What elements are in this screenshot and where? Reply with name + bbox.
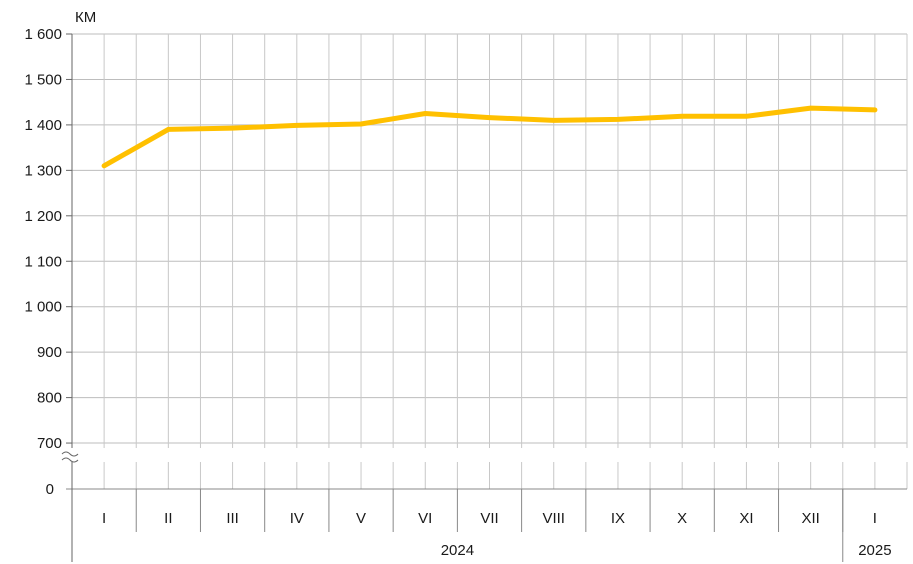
axis-break-mark	[61, 457, 79, 463]
x-tick-label: XI	[739, 510, 753, 527]
y-unit-label: КМ	[75, 9, 96, 26]
x-tick-label: X	[677, 510, 687, 527]
y-tick-labels: 1 600 1 500 1 400 1 300 1 200 1 100 1 000 900 80…	[24, 26, 62, 498]
series-layer	[101, 105, 878, 169]
x-year-label: 2025	[858, 542, 891, 559]
y-tick-label: 1 300	[24, 162, 62, 179]
y-tick-label: 800	[37, 390, 62, 407]
y-tick-label: 900	[37, 344, 62, 361]
x-tick-label: XII	[801, 510, 819, 527]
series-line	[101, 105, 878, 169]
y-tick-label: 1 200	[24, 208, 62, 225]
x-tick-label: V	[356, 510, 366, 527]
x-tick-label: II	[164, 510, 172, 527]
x-tick-label: IV	[290, 510, 304, 527]
grid-layer	[72, 33, 908, 489]
y-tick-label: 1 100	[24, 253, 62, 270]
x-tick-label: VIII	[542, 510, 565, 527]
y-tick-label: 1 500	[24, 71, 62, 88]
x-tick-label: IX	[611, 510, 625, 527]
x-tick-label: VII	[480, 510, 498, 527]
x-tick-label: I	[102, 510, 106, 527]
axis-layer	[61, 33, 907, 562]
y-zero-label: 0	[46, 481, 54, 498]
x-tick-label: III	[226, 510, 239, 527]
x-year-label: 2024	[441, 542, 474, 559]
y-tick-label: 1 000	[24, 299, 62, 316]
y-tick-label: 1 600	[24, 26, 62, 43]
axis-break-mark	[61, 451, 79, 457]
y-tick-label: 1 400	[24, 117, 62, 134]
x-tick-label: I	[873, 510, 877, 527]
y-tick-label: 700	[37, 435, 62, 452]
x-tick-label: VI	[418, 510, 432, 527]
